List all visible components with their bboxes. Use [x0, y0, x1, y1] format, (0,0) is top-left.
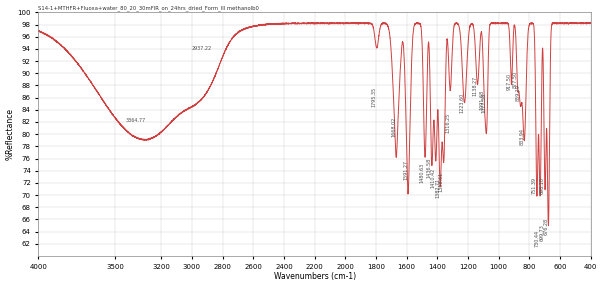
Text: 1795.35: 1795.35 [371, 87, 377, 107]
Text: 859.19: 859.19 [516, 84, 520, 101]
Text: 1316.25: 1316.25 [445, 113, 450, 133]
Text: 751.39: 751.39 [532, 177, 537, 194]
Text: 1410.42: 1410.42 [431, 168, 436, 188]
Text: 699.73: 699.73 [540, 224, 545, 241]
Text: 3364.77: 3364.77 [126, 118, 146, 123]
Text: 698.10: 698.10 [540, 177, 545, 194]
X-axis label: Wavenumbers (cm-1): Wavenumbers (cm-1) [274, 272, 356, 282]
Text: 1480.63: 1480.63 [420, 163, 425, 183]
Text: 1382.71: 1382.71 [435, 178, 440, 198]
Text: 1138.27: 1138.27 [473, 75, 478, 96]
Text: 877.50: 877.50 [513, 71, 517, 88]
Text: 676.28: 676.28 [543, 218, 548, 235]
Text: S14-1+MTHFR+Fluoxa+water_80_20_30mFIR_on_24hrs_dried_Form_III methanolb0: S14-1+MTHFR+Fluoxa+water_80_20_30mFIR_on… [39, 5, 259, 11]
Text: 1591.27: 1591.27 [403, 160, 408, 180]
Y-axis label: %Reflectance: %Reflectance [5, 108, 14, 160]
Text: 2937.22: 2937.22 [192, 46, 212, 51]
Text: 1358.61: 1358.61 [439, 172, 444, 192]
Text: 1436.58: 1436.58 [427, 158, 432, 178]
Text: 1091.68: 1091.68 [479, 90, 485, 110]
Text: 1668.02: 1668.02 [391, 117, 396, 137]
Text: 730.44: 730.44 [535, 230, 540, 247]
Text: 1223.60: 1223.60 [459, 93, 464, 113]
Text: 1077.58: 1077.58 [482, 93, 487, 113]
Text: 917.50: 917.50 [507, 73, 511, 90]
Text: 833.94: 833.94 [519, 128, 524, 145]
